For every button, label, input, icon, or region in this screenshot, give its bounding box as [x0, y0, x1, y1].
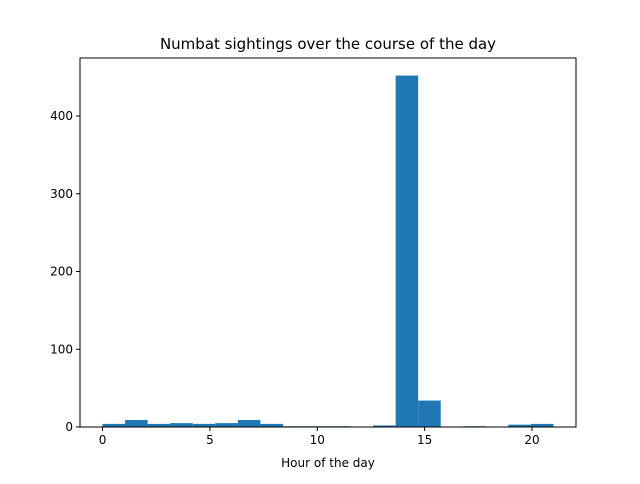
x-axis-label: Hour of the day: [281, 456, 375, 470]
plot-frame: [79, 57, 577, 428]
axes-layer: [79, 57, 577, 428]
y-tick-label: 100: [50, 342, 73, 356]
x-tick-label: 10: [310, 433, 325, 447]
y-tick-label: 0: [65, 420, 73, 434]
histogram-bar: [395, 75, 419, 428]
histogram-bar: [170, 423, 193, 427]
y-tick-label: 400: [50, 109, 73, 123]
histogram-bar: [147, 423, 171, 427]
x-tick-label: 15: [417, 433, 432, 447]
histogram-bar: [418, 400, 441, 427]
x-tick-label: 5: [206, 433, 214, 447]
histogram-bar: [237, 420, 261, 427]
histogram-bar: [260, 423, 283, 427]
histogram-bar: [508, 424, 531, 427]
y-tick-label: 200: [50, 265, 73, 279]
histogram-bar: [125, 420, 148, 427]
histogram-bar: [215, 423, 238, 427]
x-tick-label: 20: [524, 433, 539, 447]
histogram-bar: [373, 425, 396, 427]
histogram-bar: [530, 423, 554, 427]
x-tick-label: 0: [99, 433, 107, 447]
bars-layer: [102, 75, 554, 428]
y-tick-label: 300: [50, 187, 73, 201]
chart-title: Numbat sightings over the course of the …: [160, 35, 496, 53]
histogram-bar: [192, 423, 216, 427]
histogram-bar: [102, 423, 126, 427]
